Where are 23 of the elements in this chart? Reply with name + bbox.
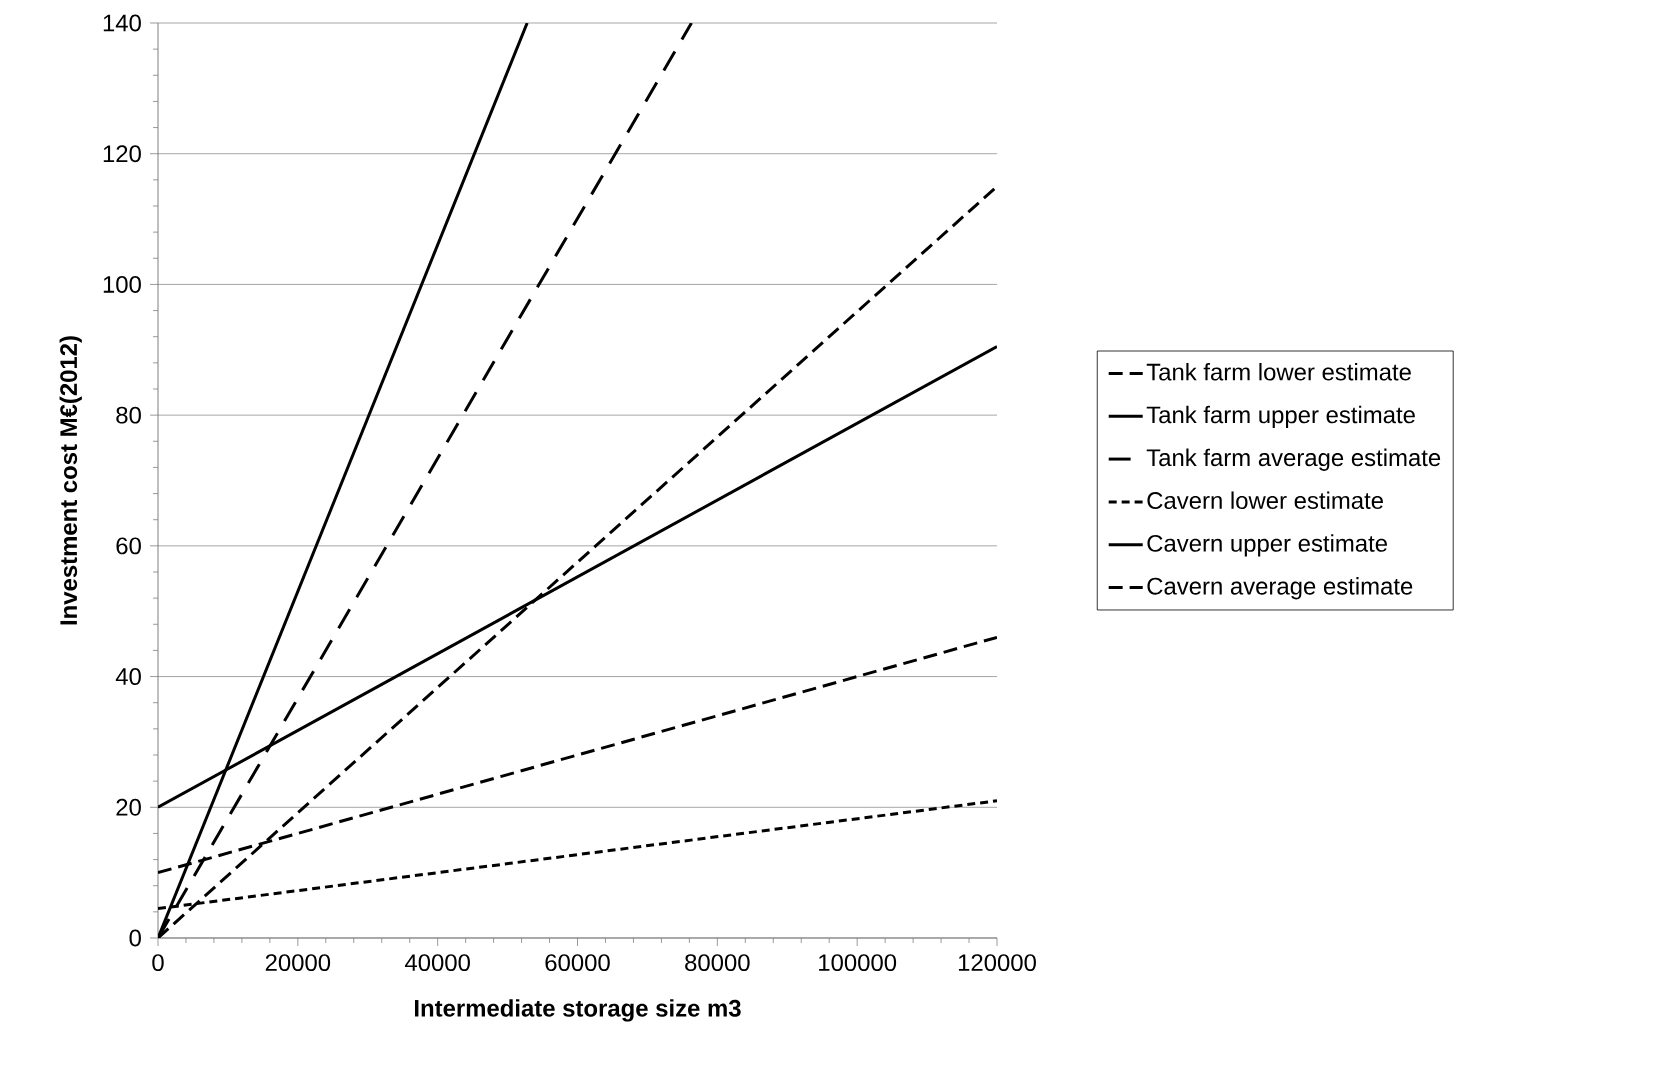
y-axis-title: Investment cost M€(2012) [59, 336, 82, 625]
legend-label: Cavern upper estimate [1147, 534, 1387, 557]
x-tick-label: 0 [152, 954, 164, 972]
y-tick-label: 140 [103, 14, 141, 32]
legend-label: Tank farm lower estimate [1146, 362, 1411, 381]
legend-label: Tank farm average estimate [1146, 448, 1441, 471]
y-tick-label: 80 [116, 406, 141, 424]
x-tick-label: 80000 [685, 954, 750, 972]
y-tick-label: 20 [116, 798, 141, 816]
x-tick-label: 60000 [545, 954, 610, 972]
y-tick-label: 100 [103, 275, 141, 293]
legend-label: Cavern lower estimate [1147, 491, 1383, 510]
x-axis-title: Intermediate storage size m3 [414, 999, 741, 1022]
y-tick-label: 0 [129, 929, 141, 947]
x-tick-label: 100000 [819, 954, 897, 972]
y-tick-label: 40 [115, 668, 141, 686]
legend-label: Tank farm upper estimate [1146, 405, 1415, 429]
x-tick-label: 120000 [958, 954, 1036, 972]
y-tick-label: 120 [103, 145, 141, 163]
x-tick-label: 40000 [404, 954, 470, 972]
x-tick-label: 20000 [265, 954, 331, 972]
y-tick-label: 60 [116, 537, 141, 555]
legend-label: Cavern average estimate [1147, 577, 1413, 600]
